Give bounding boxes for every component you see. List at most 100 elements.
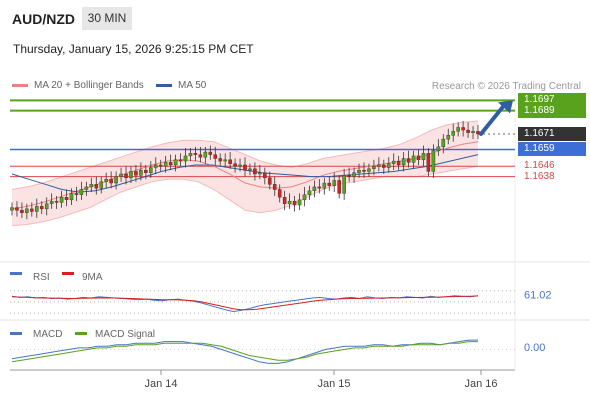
legend-ma20: MA 20 + Bollinger Bands (12, 80, 144, 91)
candle (416, 149, 421, 165)
candle-body (168, 162, 173, 166)
candle (178, 153, 183, 167)
candle (193, 146, 198, 162)
candle-body (466, 129, 470, 133)
candle-body (15, 207, 19, 211)
candle (277, 184, 282, 203)
candle-body (119, 173, 123, 177)
candle (312, 180, 317, 198)
candle (396, 155, 401, 171)
rsi-panel: RSI 9MA 61.02 (10, 272, 552, 314)
candle (352, 167, 356, 184)
candle-body (357, 169, 361, 173)
macd-signal-legend-swatch (75, 332, 87, 335)
candle-body (30, 208, 34, 212)
candle-body (282, 197, 287, 204)
candle-body (188, 153, 193, 157)
price-tag-1.1659: 1.1659 (518, 142, 586, 157)
macd-value-label: 0.00 (524, 342, 545, 354)
candle-body (426, 153, 431, 172)
candle-body (287, 200, 292, 204)
candle (54, 195, 59, 209)
ma50-legend-label: MA 50 (178, 80, 207, 91)
candle (426, 148, 431, 177)
candle-body (416, 155, 421, 160)
candle-body (342, 175, 346, 194)
price-tag-1.1689: 1.1689 (518, 103, 586, 118)
candle (99, 176, 104, 194)
candle-body (124, 173, 128, 179)
macd-panel: MACD MACD Signal 0.00 (10, 329, 545, 364)
candle (456, 122, 460, 137)
timeframe-badge[interactable]: 30 MIN (82, 7, 132, 30)
candle (153, 157, 158, 174)
candle-body (277, 189, 282, 198)
candle (411, 150, 416, 169)
candle-body (20, 209, 24, 213)
candle-body (153, 164, 158, 168)
candle (79, 181, 84, 200)
candle (64, 189, 69, 207)
candle-body (129, 171, 133, 179)
credit-label: Research © 2026 Trading Central (431, 81, 581, 92)
candle (406, 150, 411, 168)
candle (466, 122, 470, 138)
candle (307, 185, 312, 200)
candle-body (451, 131, 456, 136)
candle-body (54, 200, 59, 203)
candle-body (79, 189, 84, 195)
candle-body (377, 164, 381, 167)
rsi-legend-label: RSI (33, 272, 50, 283)
candle (243, 157, 247, 177)
candle (332, 172, 337, 193)
legend-ma50: MA 50 (156, 80, 206, 91)
candle (25, 203, 29, 220)
candle-body (471, 131, 475, 133)
candle (302, 186, 307, 207)
candle-body (312, 186, 317, 192)
candle-body (74, 193, 79, 195)
candle (158, 159, 163, 172)
ma20-swatch (12, 83, 28, 87)
candle-body (173, 159, 178, 166)
price-tag-1.1638: 1.1638 (524, 170, 555, 182)
candle (44, 197, 49, 216)
candle-body (69, 193, 74, 201)
candle (317, 179, 322, 194)
candle-body (272, 184, 277, 190)
candle-body (391, 160, 396, 164)
candle-body (396, 160, 401, 166)
candle (84, 181, 89, 196)
candle (173, 154, 178, 172)
candle-body (34, 206, 39, 212)
candle-body (193, 153, 198, 155)
candle (119, 167, 123, 182)
candle (441, 133, 446, 154)
candle-body (39, 206, 44, 210)
candle (248, 163, 252, 176)
candle-body (386, 163, 391, 168)
candle (203, 146, 208, 164)
candle-body (401, 158, 406, 166)
candle (292, 195, 297, 212)
candle-body (297, 199, 302, 206)
price-levels (10, 99, 515, 178)
candle (382, 159, 386, 174)
candle (282, 190, 287, 211)
candle-body (84, 186, 89, 190)
price-tag-1.1671: 1.1671 (518, 126, 586, 141)
candle-body (238, 164, 242, 167)
candle-body (307, 190, 312, 195)
candle-body (134, 171, 138, 176)
candle (391, 153, 396, 171)
candle (272, 176, 277, 196)
candle (74, 186, 79, 202)
candle (163, 155, 168, 173)
candle-body (267, 177, 272, 185)
price-tag-1.1646: 1.1646 (524, 160, 555, 172)
candle-body (441, 138, 446, 148)
candle-body (233, 163, 237, 167)
candle (362, 162, 366, 178)
candle (223, 153, 227, 168)
